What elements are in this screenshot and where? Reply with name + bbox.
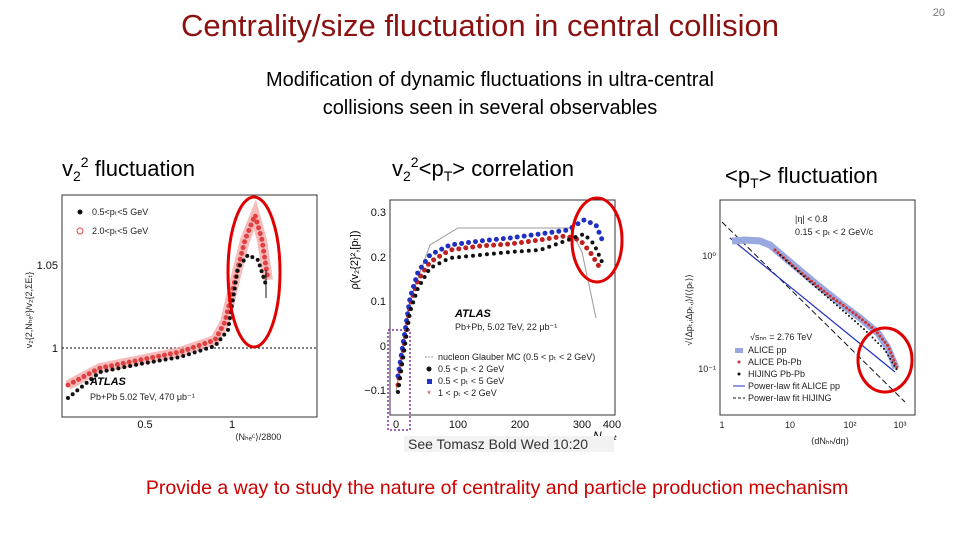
series-red <box>395 233 603 388</box>
fit-hijing <box>721 221 906 403</box>
highlight-ellipse <box>856 326 914 394</box>
x-tick-label: 200 <box>511 419 529 431</box>
x-tick-label: 10³ <box>893 420 906 430</box>
note-background <box>404 436 614 452</box>
legend-marker <box>737 372 741 376</box>
heading: <pT> fluctuation <box>725 163 878 191</box>
y-tick-label: 1.05 <box>37 260 58 272</box>
series-alice-pbpb <box>773 248 899 370</box>
y-tick-label: 0.2 <box>371 252 386 264</box>
subtitle: Modification of dynamic fluctuations in … <box>266 69 714 91</box>
x-tick-label: 400 <box>603 419 621 431</box>
note: See Tomasz Bold Wed 10:20 <box>408 436 588 452</box>
legend-label: 0.5<pₜ<5 GeV <box>92 207 148 217</box>
energy-label: √sₙₙ = 2.76 TeV <box>750 332 812 342</box>
y-tick-label: 1 <box>52 343 58 355</box>
x-tick-label: 1 <box>719 420 724 430</box>
fit-alice-pp <box>729 237 896 373</box>
y-tick-label: 10⁻¹ <box>698 364 716 374</box>
plot-frame <box>61 194 318 418</box>
legend-label: 0.5 < pₜ < 2 GeV <box>438 364 504 374</box>
legend-label: ALICE pp <box>748 345 787 355</box>
legend-marker <box>737 360 741 364</box>
legend-label: Power-law fit HIJING <box>748 393 832 403</box>
heading: v22<pT> correlation <box>392 154 574 184</box>
legend-marker <box>735 348 743 353</box>
cut-label: |η| < 0.8 <box>795 214 827 224</box>
x-axis-label: ⟨Nₕₑᶜ⟩/2800 <box>235 432 281 442</box>
series-blue <box>395 217 606 379</box>
x-tick-label: 0 <box>393 419 399 431</box>
dataset: Pb+Pb 5.02 TeV, 470 μb⁻¹ <box>90 392 195 402</box>
series-red <box>65 207 271 388</box>
title: Centrality/size fluctuation in central c… <box>181 8 779 43</box>
legend-label: 0.5 < pₜ < 5 GeV <box>438 376 504 386</box>
footer: Provide a way to study the nature of cen… <box>146 477 848 499</box>
y-axis-label: v₂{2,Nₕₑᶜ}/v₂{2,ΣEₜ} <box>24 272 34 348</box>
y-tick-label: 10⁰ <box>702 251 716 261</box>
legend-marker <box>77 209 83 215</box>
legend-label: HIJING Pb-Pb <box>748 369 805 379</box>
plot-v2-pt-correlation: ATLAS Pb+Pb, 5.02 TeV, 22 μb⁻¹ nucleon G… <box>349 196 624 452</box>
y-tick-label: −0.1 <box>364 385 386 397</box>
cut-label: 0.15 < pₜ < 2 GeV/c <box>795 227 874 237</box>
subtitle: collisions seen in several observables <box>323 97 658 119</box>
slide-number: 20 <box>933 7 945 19</box>
legend-marker <box>427 379 432 384</box>
x-tick-label: 1 <box>229 419 235 431</box>
experiment: ATLAS <box>89 376 127 388</box>
highlight-ellipse <box>226 195 282 349</box>
x-axis-label: ⟨dNₕₕ/dη⟩ <box>811 436 849 446</box>
y-tick-label: 0.3 <box>371 207 386 219</box>
legend-label: ALICE Pb-Pb <box>748 357 802 367</box>
heading: v22 fluctuation <box>62 154 195 184</box>
x-tick-label: 100 <box>449 419 467 431</box>
y-tick-label: 0.1 <box>371 296 386 308</box>
plot-frame <box>389 199 616 416</box>
y-axis-label: ρ(v₂{2}²,[pₜ]) <box>349 230 361 289</box>
plot-frame <box>719 199 916 416</box>
x-tick-label: 10 <box>785 420 795 430</box>
y-tick-label: 0 <box>380 341 386 353</box>
dataset: Pb+Pb, 5.02 TeV, 22 μb⁻¹ <box>455 322 557 332</box>
legend-label: Power-law fit ALICE pp <box>748 381 840 391</box>
legend-label: 2.0<pₜ<5 GeV <box>92 226 148 236</box>
series-black <box>66 252 268 400</box>
y-axis-label: √⟨Δpₜ,ᵢΔpₜ,ⱼ⟩/⟨⟨pₜ⟩⟩ <box>684 274 694 346</box>
legend-label: nucleon Glauber MC (0.5 < pₜ < 2 GeV) <box>438 352 595 362</box>
series-hijing <box>779 254 899 373</box>
series-black <box>396 231 604 394</box>
highlight-box <box>387 329 411 431</box>
legend-marker: * <box>427 389 431 399</box>
experiment: ATLAS <box>454 308 492 320</box>
highlight-ellipse <box>570 196 624 284</box>
x-tick-label: 10² <box>843 420 856 430</box>
plot-v2-fluctuation: 0.5<pₜ<5 GeV 2.0<pₜ<5 GeV ATLAS Pb+Pb 5.… <box>24 194 318 442</box>
plot-pt-fluctuation: |η| < 0.8 0.15 < pₜ < 2 GeV/c √sₙₙ = 2.7… <box>684 199 916 446</box>
legend-marker <box>76 227 84 235</box>
legend-marker <box>426 366 432 372</box>
x-tick-label: 300 <box>573 419 591 431</box>
x-tick-label: 0.5 <box>137 419 152 431</box>
legend-label: 1 < pₜ < 2 GeV <box>438 388 497 398</box>
